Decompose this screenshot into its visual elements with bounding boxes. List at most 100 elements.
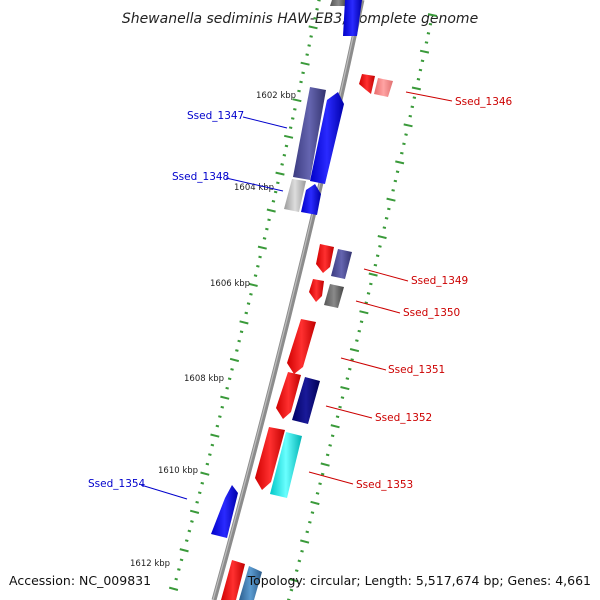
gene-feature[interactable] [324, 284, 344, 308]
scale-tick [330, 434, 335, 438]
gene-feature-ssed-1350[interactable] [309, 279, 324, 302]
scale-tick [179, 548, 189, 553]
scale-tick [197, 491, 202, 495]
gene-feature-ssed-1347[interactable] [293, 87, 326, 180]
scale-tick [208, 453, 212, 456]
scale-tick [377, 235, 387, 240]
scale-tick [359, 310, 369, 315]
gene-label-ssed-1349[interactable]: Ssed_1349 [411, 275, 468, 287]
scale-tick [315, 491, 320, 495]
scale-tick [338, 405, 342, 409]
gene-feature-ssed-1346[interactable] [359, 74, 375, 94]
gene-feature[interactable] [331, 249, 352, 279]
scale-tick [168, 586, 179, 591]
scale-tick [308, 520, 312, 524]
scale-tick [225, 386, 229, 390]
scale-tick [399, 151, 404, 155]
gene-feature-ssed-1353[interactable] [255, 427, 285, 490]
kbp-label: 1610 kbp [158, 466, 198, 476]
scale-tick [266, 208, 276, 213]
scale-tick [218, 415, 222, 418]
scale-tick [187, 529, 192, 533]
gene-feature-ssed-1352[interactable] [276, 372, 301, 419]
scale-tick [271, 199, 276, 203]
gene-feature[interactable] [301, 184, 321, 215]
scale-tick [283, 134, 294, 139]
scale-tick [428, 22, 433, 26]
scale-tick [349, 348, 360, 353]
scale-tick [410, 105, 415, 109]
gene-label-ssed-1350[interactable]: Ssed_1350 [403, 307, 460, 319]
gene-feature[interactable] [330, 0, 347, 6]
scale-tick [393, 179, 398, 183]
kbp-label: 1606 kbp [210, 279, 250, 289]
scale-tick [420, 59, 425, 63]
kbp-label: 1604 kbp [234, 183, 274, 193]
gene-feature[interactable] [292, 377, 320, 424]
scale-tick [220, 395, 230, 400]
scale-tick [253, 274, 258, 277]
kbp-label: 1612 kbp [130, 559, 170, 569]
scale-tick [320, 472, 325, 476]
gene-label-ssed-1348[interactable]: Ssed_1348 [172, 171, 229, 183]
gene-feature[interactable] [270, 432, 302, 498]
leader-lines [140, 91, 453, 500]
scale-tick [275, 171, 285, 176]
scale-tick [317, 0, 321, 2]
gene-feature-ssed-1348[interactable] [284, 179, 306, 212]
scale-tick [230, 368, 234, 371]
gene-feature[interactable] [221, 560, 245, 600]
scale-tick [227, 377, 232, 381]
scale-tick [378, 245, 382, 248]
scale-tick [427, 13, 438, 17]
scale-tick [310, 500, 320, 506]
gene-label-ssed-1346[interactable]: Ssed_1346 [455, 96, 513, 108]
scale-tick [235, 349, 239, 352]
scale-tick [210, 443, 215, 447]
scale-tick [284, 144, 289, 148]
scale-tick [190, 520, 194, 523]
scale-tick [308, 25, 318, 30]
scale-tick [347, 367, 352, 371]
scale-tick [395, 170, 400, 174]
scale-tick [387, 207, 391, 211]
scale-tick [288, 126, 293, 129]
scale-tick [320, 462, 330, 467]
gene-feature[interactable] [343, 0, 362, 36]
scale-tick [177, 568, 181, 571]
scale-tick [382, 226, 387, 229]
scale-tick [189, 509, 200, 514]
gene-label-ssed-1351[interactable]: Ssed_1351 [388, 364, 445, 376]
scale-tick [355, 339, 359, 342]
kbp-label: 1602 kbp [256, 91, 296, 101]
scale-tick [305, 53, 309, 56]
scale-tick [239, 320, 249, 325]
scale-tick [174, 577, 178, 581]
gene-label-ssed-1352[interactable]: Ssed_1352 [375, 412, 432, 424]
scale-tick [368, 272, 378, 277]
scale-tick [229, 357, 240, 363]
scale-tick [395, 160, 405, 165]
scale-tick [294, 569, 299, 573]
scale-ticks [168, 0, 438, 600]
gene-feature[interactable] [239, 566, 262, 600]
gene-feature-ssed-1351[interactable] [287, 319, 316, 374]
gene-feature[interactable] [374, 78, 393, 97]
kbp-label: 1608 kbp [184, 374, 224, 384]
gene-label-ssed-1347[interactable]: Ssed_1347 [187, 110, 244, 122]
gene-feature-ssed-1349[interactable] [316, 244, 334, 273]
scale-tick [257, 245, 267, 250]
scale-tick [289, 588, 294, 592]
scale-tick [350, 358, 354, 361]
gene-feature-ssed-1354[interactable] [211, 485, 238, 538]
scale-tick [340, 396, 345, 399]
gene-feature[interactable] [310, 92, 344, 184]
scale-tick [300, 61, 310, 66]
scale-tick [418, 68, 423, 72]
scale-tick [335, 415, 340, 419]
gene-label-ssed-1354[interactable]: Ssed_1354 [88, 478, 146, 490]
scale-tick [340, 386, 350, 391]
scale-tick [299, 80, 303, 84]
gene-label-ssed-1353[interactable]: Ssed_1353 [356, 479, 413, 491]
